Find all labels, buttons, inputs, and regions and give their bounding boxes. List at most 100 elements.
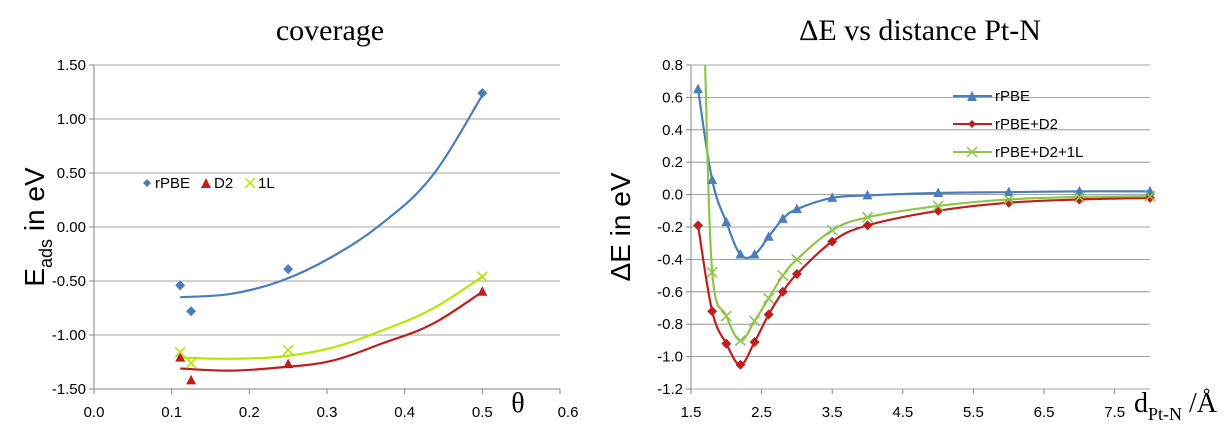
y-tick-label: -0.50 xyxy=(52,273,86,290)
left-legend-item-rpbe: rPBE xyxy=(143,175,190,192)
left-y-tick-labels: 1.50 1.00 0.50 0.00 -0.50 -1.00 -1.50 xyxy=(52,57,86,398)
right-legend-item-rpbe: rPBE xyxy=(953,88,1030,105)
trendline-rpbe xyxy=(180,94,484,299)
data-point-1l xyxy=(476,271,488,283)
data-point-rpbe-d2-1l xyxy=(932,200,944,212)
y-tick-label: 0.6 xyxy=(662,89,683,106)
y-tick-label: 0.2 xyxy=(662,154,683,171)
data-point-rpbe-d2-1l xyxy=(748,315,761,327)
right-legend-label: rPBE+D2 xyxy=(995,116,1058,133)
data-point-d2 xyxy=(283,358,294,369)
y-tick-label: -1.0 xyxy=(657,349,683,366)
left-chart-title: coverage xyxy=(276,14,384,47)
data-point-rpbe-d2-1l xyxy=(791,253,803,265)
y-tick-label: -0.6 xyxy=(657,284,683,301)
x-tick-label: 4.5 xyxy=(892,404,913,421)
y-tick-label: -0.4 xyxy=(657,251,683,268)
right-data-points xyxy=(693,83,1156,370)
data-point-rpbe-d2-1l xyxy=(763,292,775,304)
data-point-rpbe xyxy=(827,192,838,202)
data-point-rpbe-d2 xyxy=(735,359,746,370)
data-point-rpbe-d2-1l xyxy=(861,211,874,223)
data-point-rpbe-d2 xyxy=(749,337,760,348)
left-data-points xyxy=(174,88,488,385)
data-point-rpbe xyxy=(175,280,186,291)
triangle-icon xyxy=(201,178,211,188)
x-marker-icon xyxy=(244,177,256,189)
data-point-d2 xyxy=(175,352,186,362)
x-tick-label: 1.5 xyxy=(681,404,702,421)
left-legend: rPBE D2 1L xyxy=(143,175,275,192)
x-tick-label: 0.0 xyxy=(84,404,105,421)
series-line-rpbe-d2-1l xyxy=(704,64,1151,342)
y-tick-label: 1.00 xyxy=(57,111,86,128)
data-point-rpbe xyxy=(862,189,873,200)
right-legend-item-rpbe-d2: rPBE+D2 xyxy=(953,116,1058,133)
series-line-rpbe xyxy=(696,89,1151,260)
data-point-rpbe-d2-1l xyxy=(734,334,746,346)
data-point-rpbe-d2 xyxy=(693,220,704,231)
data-point-rpbe-d2 xyxy=(777,286,788,297)
data-point-rpbe-d2 xyxy=(862,220,873,231)
left-x-axis-label: θ xyxy=(511,388,524,419)
x-tick-label: 0.1 xyxy=(161,404,182,421)
data-point-rpbe xyxy=(707,174,718,185)
y-tick-label: -0.8 xyxy=(657,316,683,333)
left-trendlines xyxy=(180,94,484,372)
right-legend-item-rpbe-d2-1l: rPBE+D2+1L xyxy=(953,144,1083,161)
diamond-icon xyxy=(143,179,151,187)
y-tick-label: -0.2 xyxy=(657,219,683,236)
left-legend-label: rPBE xyxy=(155,175,190,192)
y-tick-label: 0.4 xyxy=(662,122,683,139)
data-point-rpbe xyxy=(721,216,732,227)
data-point-rpbe xyxy=(735,249,746,259)
data-point-rpbe xyxy=(186,306,197,317)
triangle-icon xyxy=(967,91,977,101)
right-y-tick-labels: 0.8 0.6 0.4 0.2 0.0 -0.2 -0.4 -0.6 -0.8 -1.0 -1.2 xyxy=(657,57,683,398)
data-point-rpbe-d2-1l xyxy=(1144,190,1156,202)
left-x-tick-labels: 0.0 0.1 0.2 0.3 0.4 0.5 0.6 xyxy=(84,389,578,421)
data-point-rpbe xyxy=(933,187,944,197)
data-point-rpbe-d2 xyxy=(763,309,774,320)
y-tick-label: 0.0 xyxy=(662,187,683,204)
left-y-axis-label: Eads in eV xyxy=(19,167,56,287)
data-point-rpbe-d2-1l xyxy=(720,310,732,322)
data-point-rpbe-d2-1l xyxy=(1003,193,1015,206)
x-tick-label: 2.5 xyxy=(751,404,772,421)
data-point-rpbe-d2-1l xyxy=(1073,191,1085,203)
data-point-rpbe xyxy=(283,264,294,275)
y-tick-label: -1.2 xyxy=(657,381,683,398)
data-point-rpbe-d2 xyxy=(721,338,732,349)
data-point-rpbe xyxy=(763,231,774,241)
right-legend-label: rPBE xyxy=(995,88,1030,105)
right-legend-label: rPBE+D2+1L xyxy=(995,144,1083,161)
data-point-rpbe xyxy=(1003,186,1014,197)
y-tick-label: 1.50 xyxy=(57,57,86,74)
x-tick-label: 3.5 xyxy=(822,404,843,421)
x-tick-label: 7.5 xyxy=(1104,404,1125,421)
x-tick-label: 0.4 xyxy=(394,404,415,421)
data-point-rpbe xyxy=(791,203,802,214)
data-point-rpbe-d2 xyxy=(1145,192,1155,203)
data-point-rpbe-d2-1l xyxy=(777,270,789,282)
data-point-rpbe-d2 xyxy=(1074,194,1085,205)
right-x-axis-label: dPt-N /Å xyxy=(1134,388,1218,424)
y-tick-label: 0.00 xyxy=(57,219,86,236)
x-tick-label: 0.5 xyxy=(472,404,493,421)
data-point-rpbe xyxy=(777,213,788,223)
data-point-rpbe xyxy=(477,88,488,99)
trendline-1l xyxy=(180,275,483,360)
data-point-1l xyxy=(174,346,186,358)
y-tick-label: 0.8 xyxy=(662,57,683,74)
x-tick-label: 5.5 xyxy=(963,404,984,421)
left-legend-item-1l: 1L xyxy=(244,175,275,192)
data-point-rpbe xyxy=(749,249,760,259)
delta-e-chart: ΔE vs distance Pt-N 0.8 0.6 0.4 0.2 0.0 -0.2 -… xyxy=(605,14,1218,424)
x-marker-icon xyxy=(966,146,978,158)
data-point-d2 xyxy=(186,374,197,385)
left-legend-item-d2: D2 xyxy=(201,175,233,192)
y-tick-label: -1.50 xyxy=(52,381,86,398)
x-tick-label: 0.2 xyxy=(239,404,260,421)
data-point-rpbe-d2 xyxy=(1003,197,1014,208)
